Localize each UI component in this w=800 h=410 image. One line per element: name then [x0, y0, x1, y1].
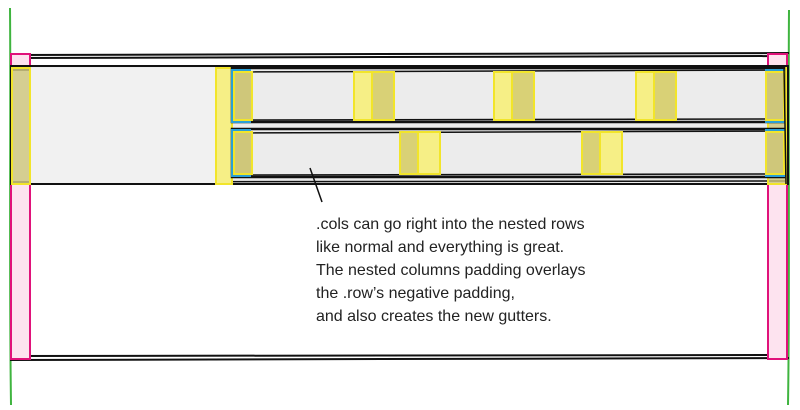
nested-gutter: [765, 71, 785, 121]
nested-gutter: [635, 71, 655, 121]
nested-gutter: [493, 71, 513, 121]
annotation-line: the .row’s negative padding,: [316, 285, 515, 302]
nested-row-1-gutters: [233, 71, 785, 121]
nested-gutter: [765, 131, 785, 175]
nested-gutter: [511, 71, 535, 121]
nested-gutter: [599, 131, 623, 175]
outer-column-padding-mid: [215, 67, 233, 185]
nested-gutter: [417, 131, 441, 175]
nested-gutter: [653, 71, 677, 121]
nested-gutter: [371, 71, 395, 121]
annotation-pointer: [309, 167, 323, 203]
outer-row-right-edge: [783, 65, 787, 185]
nested-gutter: [233, 131, 253, 175]
outer-column-padding-left: [11, 67, 31, 185]
annotation-line: like normal and everything is great.: [316, 239, 565, 256]
outer-column-1: [30, 68, 216, 183]
nested-gutter: [233, 71, 253, 121]
annotation-line: .cols can go right into the nested rows: [316, 216, 585, 233]
annotation-line: The nested columns padding overlays: [316, 262, 586, 279]
annotation-line: and also creates the new gutters.: [316, 308, 552, 325]
nested-gutter: [399, 131, 419, 175]
nested-row-2: [230, 127, 786, 179]
annotation-text: .cols can go right into the nested rows …: [316, 213, 736, 328]
nested-gutter: [581, 131, 601, 175]
container-outline: [9, 52, 790, 361]
nested-gutter: [353, 71, 373, 121]
nested-row-2-gutters: [233, 131, 785, 175]
